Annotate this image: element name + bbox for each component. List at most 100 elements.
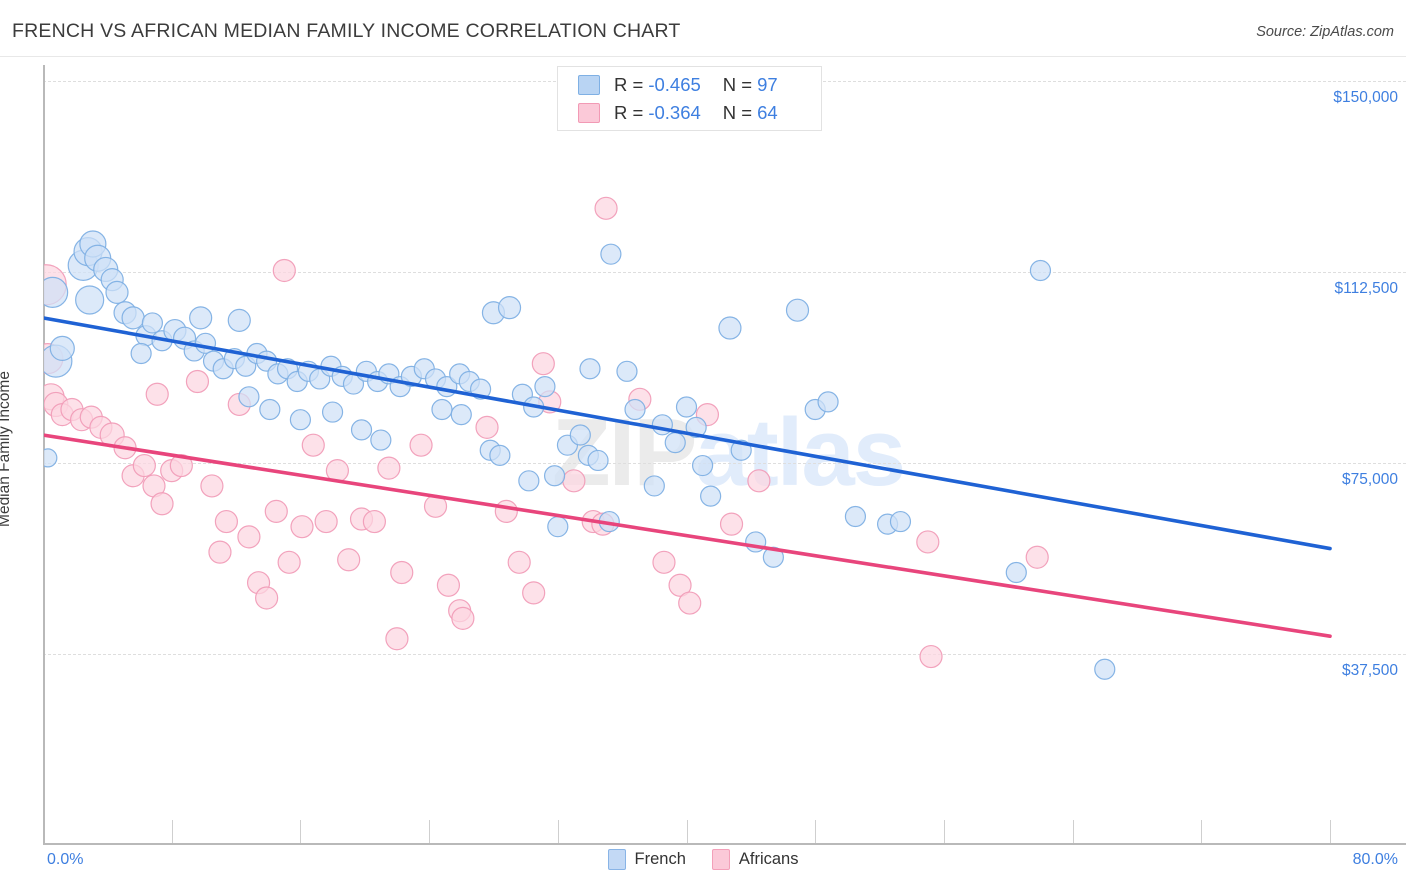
scatter-point [579, 358, 601, 380]
scatter-point [916, 530, 940, 554]
scatter-point [569, 424, 591, 446]
scatter-point [289, 409, 311, 431]
legend-item-africans[interactable]: Africans [711, 849, 799, 870]
scatter-point [600, 243, 622, 265]
scatter-point [431, 398, 453, 421]
scatter-point [200, 474, 224, 498]
scatter-point [719, 512, 744, 536]
scatter-point [237, 525, 261, 549]
scatter-point [616, 360, 638, 382]
stat-row-french: R = -0.465 N = 97 [578, 71, 778, 99]
scatter-point [75, 285, 105, 315]
legend-swatch-french [607, 849, 626, 870]
scatter-point [290, 515, 314, 539]
scatter-point [44, 448, 58, 468]
scatter-point [1005, 561, 1027, 584]
scatter-point [587, 449, 609, 472]
legend-swatch-africans [711, 849, 730, 870]
scatter-point [105, 280, 129, 304]
scatter-point [385, 627, 409, 651]
scatter-point [844, 505, 867, 528]
scatter-point [130, 342, 152, 365]
x-axis-tick [1330, 820, 1331, 843]
scatter-point [507, 550, 531, 574]
scatter-point [350, 419, 373, 441]
scatter-point [49, 335, 75, 361]
scatter-point [314, 509, 338, 534]
scatter-point [1029, 259, 1052, 282]
scatter-point [594, 196, 618, 220]
scatter-point [1025, 545, 1049, 569]
y-axis-line [43, 65, 45, 844]
x-axis-tick [557, 820, 559, 843]
scatter-point [494, 499, 518, 523]
x-axis-tick [686, 820, 688, 843]
scatter-point [489, 444, 511, 466]
scatter-point [543, 465, 566, 487]
stat-r-value-french: -0.465 [648, 74, 701, 95]
y-tick-label: $112,500 [1334, 280, 1399, 297]
scatter-point [169, 453, 193, 478]
scatter-point [255, 586, 279, 610]
x-axis-tick [300, 820, 302, 843]
scatter-point [450, 404, 472, 426]
stat-swatch-africans [578, 103, 600, 123]
trendline-africans [44, 433, 1332, 638]
scatter-point [44, 276, 69, 308]
scatter-point [272, 258, 296, 283]
scatter-point [238, 386, 260, 408]
scatter-point [409, 433, 433, 457]
scatter-point [678, 591, 702, 615]
series-legend: French Africans [0, 849, 1406, 870]
scatter-point [691, 454, 714, 477]
scatter-point [259, 398, 281, 421]
scatter-point [475, 415, 499, 439]
stat-n-label-french: N = [722, 74, 753, 95]
gridline-37500 [43, 654, 1406, 655]
stat-r-label-french: R = [614, 74, 644, 95]
gridline-112500 [43, 272, 1406, 273]
scatter-series-africans [44, 196, 1049, 669]
legend-label-french: French [634, 850, 686, 868]
stat-row-africans: R = -0.364 N = 64 [578, 99, 778, 127]
stat-r-label-africans: R = [614, 102, 644, 123]
scatter-point [718, 316, 742, 340]
scatter-point [141, 312, 163, 334]
stat-n-value-africans: 64 [757, 102, 778, 123]
scatter-point [337, 548, 361, 572]
scatter-point [264, 499, 288, 523]
gridline-75000 [43, 463, 1406, 464]
scatter-point [301, 433, 325, 457]
scatter-point [145, 382, 169, 406]
stat-r-value-africans: -0.364 [648, 102, 701, 123]
scatter-point [214, 509, 238, 534]
legend-item-french[interactable]: French [607, 849, 686, 870]
y-tick-label: $75,000 [1341, 471, 1398, 488]
page-title: FRENCH VS AFRICAN MEDIAN FAMILY INCOME C… [12, 20, 681, 42]
scatter-point [700, 485, 722, 507]
x-axis-tick [429, 820, 431, 843]
scatter-point [675, 396, 698, 418]
x-axis-tick [1201, 820, 1203, 843]
scatter-point [377, 456, 401, 480]
legend-label-africans: Africans [738, 850, 799, 868]
header-divider [0, 56, 1406, 57]
scatter-point [132, 453, 156, 478]
correlation-stats-box: R = -0.465 N = 97 R = -0.364 N = 64 [557, 66, 822, 131]
x-axis-tick [815, 820, 817, 843]
scatter-point [762, 546, 784, 568]
scatter-point [518, 470, 540, 492]
stat-swatch-french [578, 75, 600, 95]
scatter-point [747, 469, 771, 493]
scatter-point [451, 606, 475, 630]
scatter-point [531, 352, 555, 376]
scatter-point [497, 296, 522, 320]
scatter-point [919, 644, 943, 669]
scatter-point [194, 332, 217, 354]
source-attribution: Source: ZipAtlas.com [1256, 24, 1394, 40]
x-axis-tick [171, 820, 173, 843]
scatter-point [664, 432, 686, 454]
x-axis-max-label: 80.0% [1352, 851, 1398, 868]
scatter-point [277, 550, 301, 574]
